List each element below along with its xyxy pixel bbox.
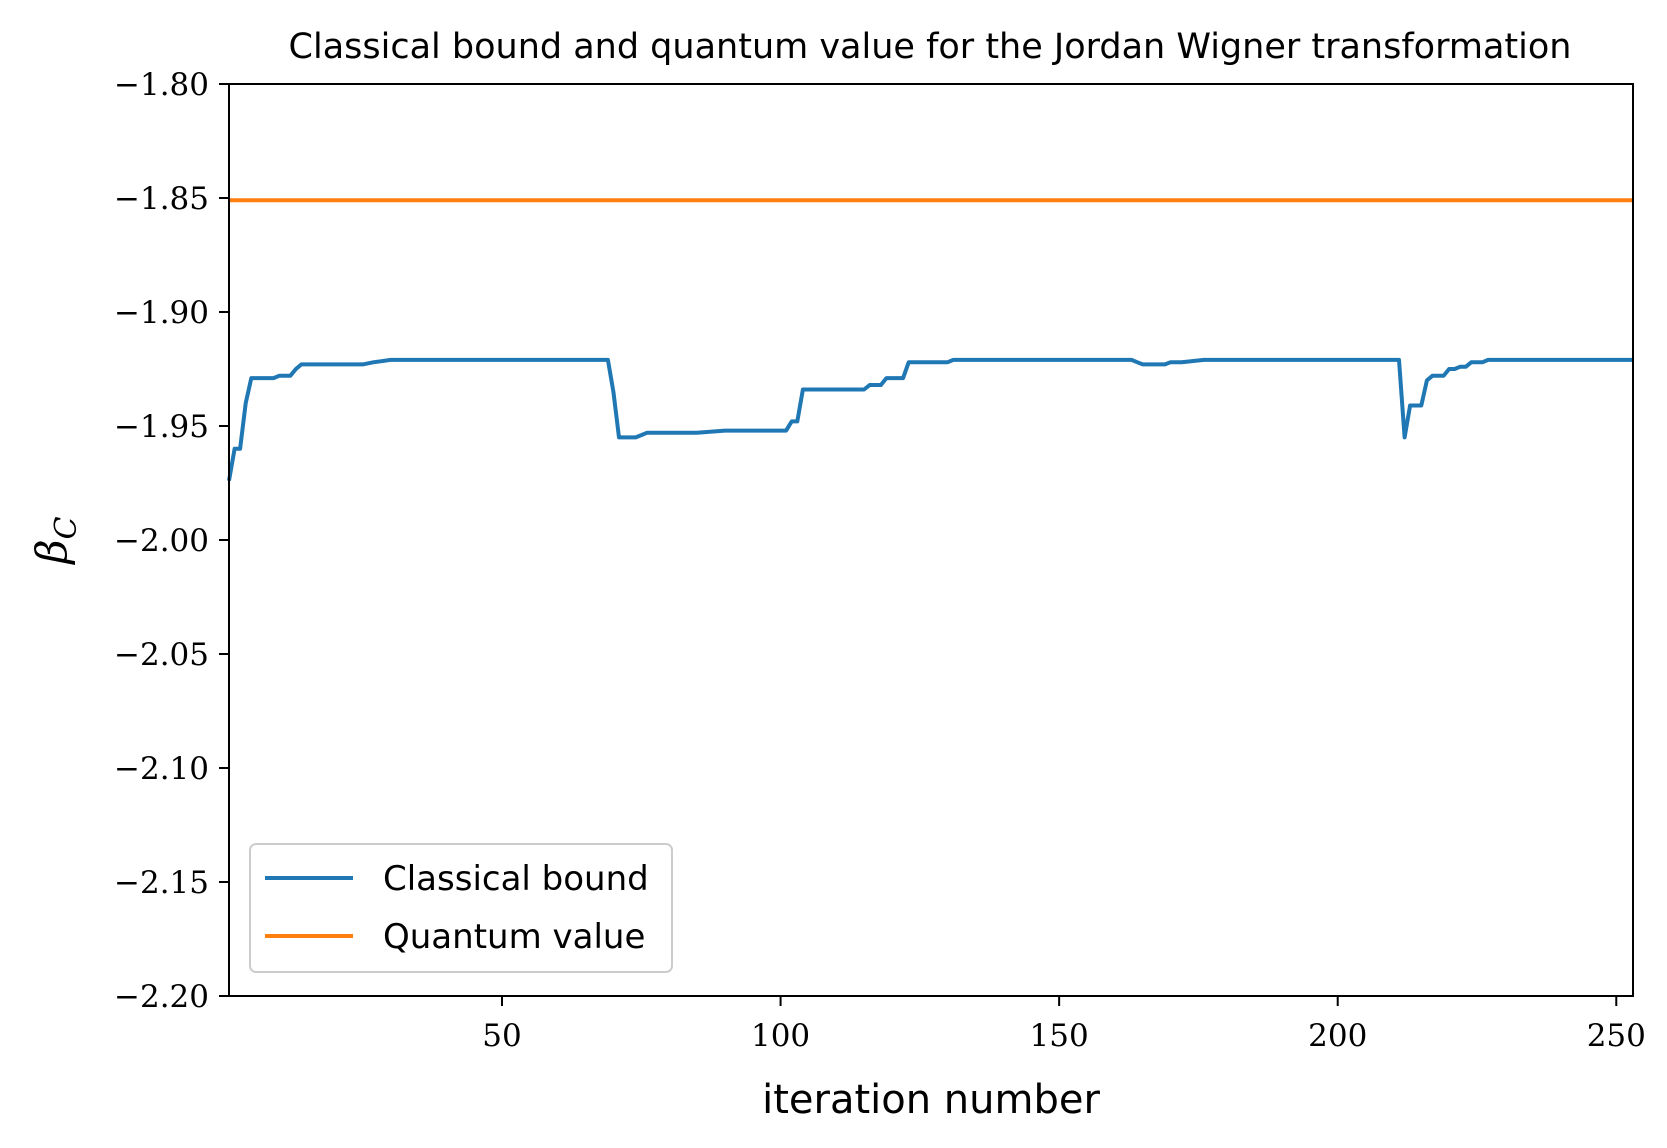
x-tick-label: 50 — [482, 1018, 521, 1054]
x-tick-label: 100 — [751, 1018, 810, 1054]
y-tick-label: −1.80 — [114, 67, 209, 103]
y-tick-label: −2.05 — [114, 637, 209, 673]
y-tick-label: −1.95 — [114, 409, 209, 445]
x-tick-label: 200 — [1308, 1018, 1367, 1054]
y-tick-label: −2.00 — [114, 523, 209, 559]
y-tick-label: −1.90 — [114, 295, 209, 331]
y-axis-label-subscript: C — [49, 516, 84, 539]
legend: Classical bound Quantum value — [249, 843, 673, 973]
x-tick-label: 250 — [1587, 1018, 1646, 1054]
y-axis-ticks: −1.80 −1.85 −1.90 −1.95 −2.00 −2.05 −2.10 −2.15… — [114, 67, 229, 1015]
y-tick-label: −2.15 — [114, 865, 209, 901]
x-axis-ticks: 50 100 150 200 250 — [482, 996, 1646, 1054]
chart-title: Classical bound and quantum value for th… — [289, 27, 1572, 67]
y-axis-label-beta: β — [27, 539, 76, 565]
legend-box — [249, 843, 673, 973]
x-axis-label: iteration number — [762, 1077, 1100, 1123]
y-tick-label: −1.85 — [114, 181, 209, 217]
legend-label-quantum-value: Quantum value — [383, 917, 645, 957]
series-layer — [227, 198, 1633, 482]
series-line-classical-bound — [227, 357, 1633, 482]
y-tick-label: −2.10 — [114, 751, 209, 787]
legend-label-classical-bound: Classical bound — [383, 859, 649, 899]
x-tick-label: 150 — [1030, 1018, 1089, 1054]
y-tick-label: −2.20 — [114, 979, 209, 1015]
y-axis-label: βC — [27, 516, 84, 565]
